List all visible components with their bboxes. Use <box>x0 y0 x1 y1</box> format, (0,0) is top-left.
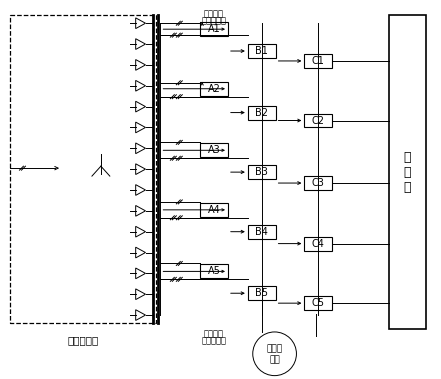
Text: B2: B2 <box>255 108 268 117</box>
Bar <box>304 296 332 310</box>
Bar <box>248 165 276 179</box>
Bar <box>248 106 276 119</box>
Text: 负载: 负载 <box>269 355 280 364</box>
Text: A1: A1 <box>208 24 220 34</box>
Text: C2: C2 <box>312 116 325 125</box>
Text: 功率单元: 功率单元 <box>204 329 224 338</box>
Bar <box>304 176 332 190</box>
Text: C3: C3 <box>312 178 325 188</box>
Bar <box>200 265 228 278</box>
Text: 电动机: 电动机 <box>266 345 283 353</box>
Text: 移相变压器: 移相变压器 <box>67 335 99 345</box>
Bar <box>10 15 157 323</box>
Bar <box>248 286 276 300</box>
Text: C5: C5 <box>312 298 325 308</box>
Bar <box>200 143 228 157</box>
Text: B3: B3 <box>255 167 268 177</box>
Bar <box>248 44 276 58</box>
Bar <box>248 225 276 239</box>
Text: A5: A5 <box>208 266 220 276</box>
Bar <box>304 236 332 251</box>
Bar <box>389 15 426 329</box>
Text: B1: B1 <box>255 46 268 56</box>
Text: 功率单元: 功率单元 <box>204 9 224 18</box>
Text: B4: B4 <box>255 227 268 237</box>
Text: 控
制
器: 控 制 器 <box>404 150 411 194</box>
Bar <box>200 82 228 96</box>
Text: 输入电流端: 输入电流端 <box>202 336 227 345</box>
Text: C4: C4 <box>312 239 325 249</box>
Text: A2: A2 <box>208 84 220 94</box>
Text: A4: A4 <box>208 205 220 215</box>
Bar <box>304 114 332 127</box>
Bar <box>200 203 228 217</box>
Circle shape <box>253 332 296 376</box>
Bar <box>304 54 332 68</box>
Bar <box>200 22 228 36</box>
Text: C1: C1 <box>312 56 325 66</box>
Text: 输入电流端: 输入电流端 <box>202 16 227 25</box>
Text: A3: A3 <box>208 145 220 155</box>
Text: B5: B5 <box>255 288 268 298</box>
